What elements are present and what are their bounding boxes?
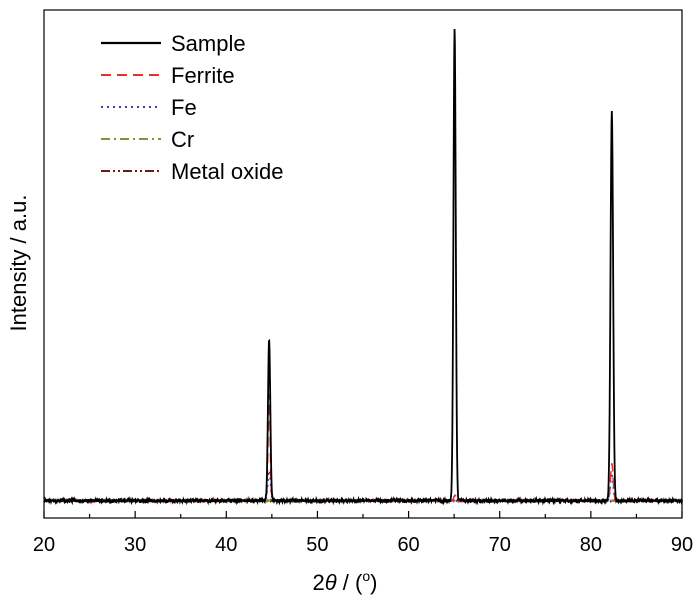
x-tick-label: 80 bbox=[580, 534, 602, 556]
y-axis-title: Intensity / a.u. bbox=[6, 195, 31, 332]
x-tick-label: 90 bbox=[671, 534, 693, 556]
series-line-sample bbox=[43, 28, 683, 506]
legend-label-ferrite: Ferrite bbox=[171, 63, 235, 88]
legend: Sample Ferrite Fe Cr Metal oxide bbox=[101, 31, 284, 184]
x-tick-label: 70 bbox=[489, 534, 511, 556]
x-axis-title-close: ) bbox=[370, 570, 377, 595]
x-axis-title-theta: θ bbox=[325, 570, 337, 595]
x-tick-label: 60 bbox=[397, 534, 419, 556]
x-tick-label: 30 bbox=[124, 534, 146, 556]
legend-label-cr: Cr bbox=[171, 127, 194, 152]
legend-label-fe: Fe bbox=[171, 95, 197, 120]
series-layer bbox=[43, 28, 683, 506]
x-axis-title-prefix: 2 bbox=[313, 570, 325, 595]
legend-label-metal-oxide: Metal oxide bbox=[171, 159, 284, 184]
x-tick-label: 20 bbox=[33, 534, 55, 556]
legend-label-sample: Sample bbox=[171, 31, 246, 56]
plot-frame bbox=[43, 9, 683, 519]
x-axis-title-degree: o bbox=[362, 568, 370, 584]
series-line-ferrite bbox=[43, 393, 683, 505]
x-axis-ticks: 20 30 40 50 60 70 80 90 bbox=[33, 511, 693, 556]
x-tick-label: 40 bbox=[215, 534, 237, 556]
x-axis-title: 2θ / (o) bbox=[313, 568, 378, 595]
x-axis-title-suffix: / ( bbox=[337, 570, 363, 595]
series-line-fe bbox=[43, 470, 683, 505]
x-tick-label: 50 bbox=[306, 534, 328, 556]
